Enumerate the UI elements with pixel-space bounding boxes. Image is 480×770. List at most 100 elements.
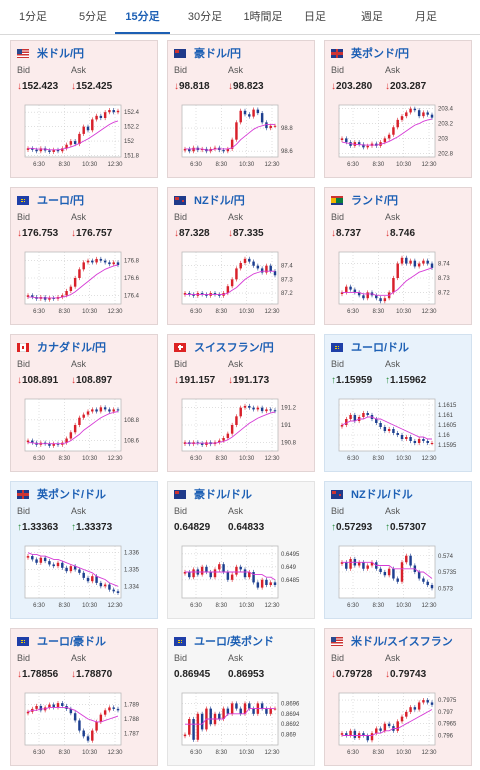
rate-card[interactable]: ユーロ/豪ドル Bid Ask ↓1.78856 ↓1.78870 6:30 8:30 10:… (10, 628, 158, 766)
mini-chart[interactable]: 6:30 8:30 10:30 12:30 203.4 203.2 203 202.8 (335, 101, 459, 173)
candle (383, 427, 387, 431)
rate-card[interactable]: ランド/円 Bid Ask ↓8.737 ↓8.746 6:30 8:30 10:30 12:3… (324, 187, 472, 325)
candle (396, 433, 399, 435)
up-arrow-icon: ↑ (331, 375, 336, 386)
currency-pair-link[interactable]: 英ポンド/円 (351, 48, 410, 60)
x-tick-label: 8:30 (372, 603, 384, 609)
mini-chart[interactable]: 6:30 8:30 10:30 12:30 1.336 1.335 1.334 (21, 542, 145, 614)
rate-card[interactable]: 英ポンド/円 Bid Ask ↓203.280 ↓203.287 6:30 8:30 10:3… (324, 40, 472, 178)
candle (422, 112, 425, 117)
tab-1[interactable]: 5分足 (78, 11, 108, 23)
tab-5[interactable]: 日足 (304, 11, 326, 23)
currency-pair-link[interactable]: NZドル/円 (194, 195, 245, 207)
moving-average-line (27, 706, 119, 723)
candle (183, 734, 187, 737)
currency-pair-link[interactable]: カナダドル/円 (37, 342, 107, 354)
currency-pair-link[interactable]: 英ポンド/ドル (37, 489, 107, 501)
candle (226, 572, 230, 580)
rate-card[interactable]: NZドル/ドル Bid Ask ↑0.57293 ↑0.57307 6:30 8:30 10:… (324, 481, 472, 619)
candle (345, 286, 348, 293)
candle (409, 555, 412, 566)
rate-card[interactable]: カナダドル/円 Bid Ask ↓108.891 ↓108.897 6:30 8:30 10:… (10, 334, 158, 472)
currency-pair-link[interactable]: 米ドル/円 (37, 48, 85, 60)
rate-card[interactable]: 豪ドル/ドル Bid Ask 0.64829 0.64833 6:30 8:30 10:30 1… (167, 481, 315, 619)
candle (265, 265, 268, 273)
mini-chart[interactable]: 6:30 8:30 10:30 12:30 0.7975 0.797 0.7965 0.796 (335, 689, 459, 761)
x-tick-label: 8:30 (372, 456, 384, 462)
candle (39, 706, 43, 711)
y-tick-label: 1.788 (124, 717, 140, 723)
candle (26, 556, 30, 558)
flag-icon (17, 48, 29, 58)
y-tick-label: 203.4 (438, 107, 454, 113)
candle (226, 433, 230, 438)
candle (340, 425, 344, 427)
rate-card[interactable]: 英ポンド/ドル Bid Ask ↑1.33363 ↑1.33373 6:30 8:30 10:… (10, 481, 158, 619)
mini-chart[interactable]: 6:30 8:30 10:30 12:30 87.4 87.3 87.2 (178, 248, 302, 320)
ask-label: Ask (385, 359, 401, 369)
mini-chart[interactable]: 6:30 8:30 10:30 12:30 0.6495 0.649 0.6485 (178, 542, 302, 614)
candle (409, 437, 412, 441)
tab-2[interactable]: 15分足 (115, 0, 170, 34)
rate-card[interactable]: ユーロ/円 Bid Ask ↓176.753 ↓176.757 6:30 8:30 10:30… (10, 187, 158, 325)
currency-pair-link[interactable]: 豪ドル/ドル (194, 489, 253, 501)
rate-card[interactable]: 米ドル/スイスフラン Bid Ask ↓0.79728 ↓0.79743 6:30 8:30… (324, 628, 472, 766)
rate-card[interactable]: 豪ドル/円 Bid Ask ↓98.818 ↓98.823 6:30 8:30 10:30 12… (167, 40, 315, 178)
candle (362, 562, 365, 569)
mini-chart[interactable]: 6:30 8:30 10:30 12:30 1.789 1.788 1.787 (21, 689, 145, 761)
mini-chart[interactable]: 6:30 8:30 10:30 12:30 8.74 8.73 8.72 (335, 248, 459, 320)
tab-6[interactable]: 週足 (361, 11, 383, 23)
candle (188, 572, 191, 578)
mini-chart[interactable]: 6:30 8:30 10:30 12:30 108.8 108.6 (21, 395, 145, 467)
currency-pair-link[interactable]: 米ドル/スイスフラン (351, 636, 453, 648)
rate-card[interactable]: ユーロ/英ポンド Bid Ask 0.86945 0.86953 6:30 8:30 10:3… (167, 628, 315, 766)
currency-pair-link[interactable]: スイスフラン/円 (194, 342, 274, 354)
x-tick-label: 8:30 (215, 309, 227, 315)
rate-card[interactable]: NZドル/円 Bid Ask ↓87.328 ↓87.335 6:30 8:30 10:30 1… (167, 187, 315, 325)
mini-chart[interactable]: 6:30 8:30 10:30 12:30 98.8 98.6 (178, 101, 302, 173)
candle (95, 115, 98, 120)
currency-pair-link[interactable]: 豪ドル/円 (194, 48, 242, 60)
tab-0[interactable]: 1分足 (18, 11, 48, 23)
moving-average-line (27, 552, 119, 587)
currency-pair-link[interactable]: ユーロ/ドル (351, 342, 410, 354)
x-tick-label: 6:30 (190, 456, 202, 462)
rate-card[interactable]: 米ドル/円 Bid Ask ↓152.423 ↓152.425 6:30 8:30 10:30… (10, 40, 158, 178)
x-tick-label: 12:30 (421, 309, 437, 315)
tab-7[interactable]: 月足 (415, 11, 437, 23)
currency-pair-link[interactable]: ユーロ/豪ドル (37, 636, 107, 648)
candle (400, 257, 404, 264)
candle (73, 566, 77, 570)
mini-chart[interactable]: 6:30 8:30 10:30 12:30 176.8 176.6 176.4 (21, 248, 145, 320)
rate-card[interactable]: ユーロ/ドル Bid Ask ↑1.15959 ↑1.15962 6:30 8:30 10:3… (324, 334, 472, 472)
tab-4[interactable]: 1時間足 (243, 11, 283, 23)
mini-chart[interactable]: 6:30 8:30 10:30 12:30 191.2 191 190.8 (178, 395, 302, 467)
currency-pair-link[interactable]: ユーロ/英ポンド (194, 636, 275, 648)
bid-label: Bid (331, 653, 345, 663)
x-tick-label: 6:30 (33, 456, 45, 462)
mini-chart[interactable]: 6:30 8:30 10:30 12:30 1.1615 1.161 1.1605 1.16 1… (335, 395, 459, 467)
mini-chart[interactable]: 6:30 8:30 10:30 12:30 0.574 0.5735 0.573 (335, 542, 459, 614)
tab-3[interactable]: 30分足 (187, 11, 223, 23)
bid-label: Bid (17, 653, 31, 663)
x-tick-label: 6:30 (347, 162, 359, 168)
x-tick-label: 10:30 (82, 162, 98, 168)
candle (243, 258, 247, 263)
currency-pair-link[interactable]: ユーロ/円 (37, 195, 85, 207)
card-header: 米ドル/スイスフラン (331, 633, 453, 649)
currency-pair-link[interactable]: NZドル/ドル (351, 489, 413, 501)
candle (345, 733, 348, 736)
candle (396, 721, 399, 731)
currency-pair-link[interactable]: ランド/円 (351, 195, 399, 207)
mini-chart[interactable]: 6:30 8:30 10:30 12:30 152.4 152.2 152 151.8 (21, 101, 145, 173)
candle (116, 708, 120, 711)
candle (222, 150, 225, 152)
y-tick-label: 176.6 (124, 276, 140, 282)
candle (400, 116, 404, 120)
x-tick-label: 12:30 (107, 603, 123, 609)
y-tick-label: 1.1605 (438, 423, 457, 429)
bid-price: 8.737 (336, 228, 362, 239)
candle (417, 263, 421, 267)
rate-card[interactable]: スイスフラン/円 Bid Ask ↓191.157 ↓191.173 6:30 8:30 10… (167, 334, 315, 472)
mini-chart[interactable]: 6:30 8:30 10:30 12:30 0.8696 0.8694 0.8692 0.86… (178, 689, 302, 761)
